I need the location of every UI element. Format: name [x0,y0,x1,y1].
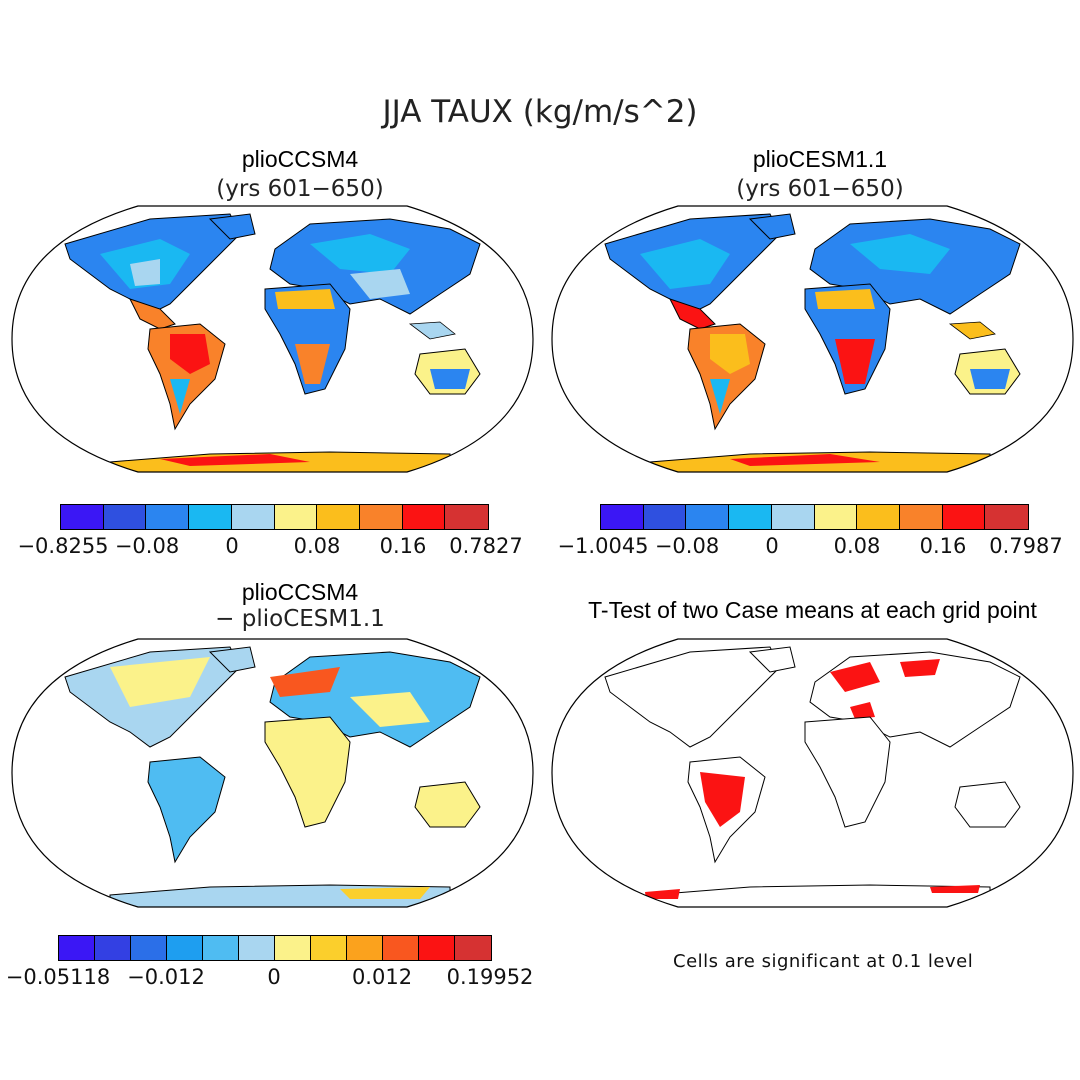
colorbar-plioccsm4 [60,504,489,530]
cb2-tick-label: 0.08 [833,534,881,558]
cb2-swatch [857,505,900,529]
cb3-swatch [239,936,275,960]
cb3-tick-label: −0.012 [127,965,205,989]
map-ttest [551,638,1074,908]
cb3-swatch [383,936,419,960]
cb2-swatch [686,505,730,529]
cb1-tick-label: 0.08 [293,534,341,558]
cb3-swatch [59,936,95,960]
cb2-swatch [899,505,943,529]
cb2-swatch [942,505,986,529]
colorbar-pliocesm1-1 [600,504,1029,530]
cb1-swatch [61,505,104,529]
panel3-title: plioCCSM4 [241,579,359,605]
cb3-swatch [419,936,455,960]
cb2-tick-label: 0 [765,534,779,558]
cb1-swatch [359,505,403,529]
cb2-tick-label: −0.08 [654,534,720,558]
cb1-swatch [317,505,360,529]
cb2-swatch [601,505,644,529]
panel4-title: T-Test of two Case means at each grid po… [588,597,1037,623]
cb2-tick-label: 0.7987 [989,534,1063,558]
cb1-swatch [146,505,190,529]
panel1-title: plioCCSM4 [241,146,359,172]
panel1-subtitle: (yrs 601−650) [216,176,384,202]
cb1-tick-label: 0 [225,534,239,558]
cb3-swatch [131,936,167,960]
cb3-swatch [455,936,491,960]
cb1-tick-label: 0.16 [379,534,427,558]
cb2-tick-label: 0.16 [919,534,967,558]
cb2-swatch [985,505,1029,529]
cb3-tick-label: −0.05118 [5,965,111,989]
map-pliocesm1-1 [551,205,1074,473]
colorbar-difference [58,935,492,961]
cb3-swatch [95,936,131,960]
cb1-tick-label: −0.8255 [17,534,109,558]
cb3-tick-label: 0.19952 [446,965,534,989]
map-plioccsm4 [11,205,534,473]
map-difference [11,638,534,908]
cb2-swatch [729,505,772,529]
cb1-swatch [274,505,318,529]
cb3-tick-label: 0.012 [351,965,413,989]
cb2-tick-label: −1.0045 [557,534,649,558]
cb1-swatch [189,505,232,529]
cb3-swatch [347,936,383,960]
cb2-swatch [643,505,687,529]
cb1-swatch [231,505,275,529]
cb3-tick-label: 0 [267,965,281,989]
significance-note: Cells are significant at 0.1 level [673,951,974,972]
cb2-swatch [814,505,858,529]
panel3-subtitle: − plioCESM1.1 [215,606,385,632]
panel2-subtitle: (yrs 601−650) [736,176,904,202]
cb2-swatch [771,505,815,529]
cb1-tick-label: 0.7827 [449,534,523,558]
cb1-swatch [402,505,446,529]
cb3-swatch [203,936,239,960]
cb1-tick-label: −0.08 [114,534,180,558]
cb3-swatch [311,936,347,960]
cb1-swatch [103,505,147,529]
cb3-swatch [275,936,311,960]
panel2-title: plioCESM1.1 [752,146,888,172]
cb3-swatch [167,936,203,960]
cb1-swatch [445,505,489,529]
main-title: JJA TAUX (kg/m/s^2) [382,94,698,130]
